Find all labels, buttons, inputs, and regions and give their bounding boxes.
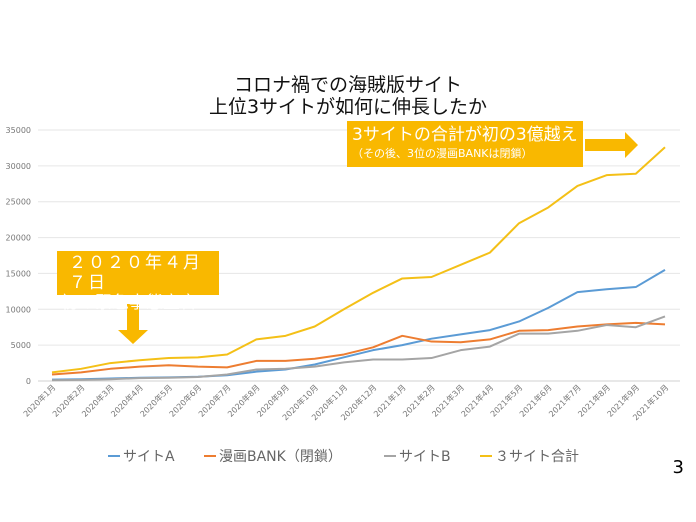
y-tick-label: 20000 (6, 234, 31, 243)
down-arrow-icon (118, 304, 148, 344)
series-line (51, 315, 666, 382)
right-arrow-icon (585, 132, 638, 158)
y-tick-label: 30000 (6, 162, 31, 171)
milestone-title: 3サイトの合計が初の3億越え (352, 125, 578, 145)
chart-title-line2: 上位3サイトが如何に伸長したか (208, 96, 488, 118)
page-number: 3 (672, 457, 684, 478)
emergency-date: ２０２０年４月７日 (69, 253, 202, 293)
legend-label: サイトA (123, 449, 175, 465)
emergency-annotation: ２０２０年４月７日 初の緊急事態宣言 (57, 251, 219, 313)
y-tick-label: 10000 (6, 305, 31, 314)
emergency-label: 初の緊急事態宣言 (61, 293, 197, 313)
series-line (51, 321, 666, 376)
legend-label: 漫画BANK（閉鎖） (219, 449, 342, 465)
y-tick-label: 35000 (6, 126, 31, 135)
legend-label: ３サイト合計 (495, 449, 579, 465)
y-tick-label: 0 (26, 377, 31, 386)
chart-title-line1: コロナ禍での海賊版サイト (233, 74, 462, 96)
legend-label: サイトB (399, 449, 451, 465)
milestone-note: （その後、3位の漫画BANKは閉鎖） (352, 147, 533, 160)
y-tick-label: 15000 (6, 269, 31, 278)
series-line (51, 146, 666, 374)
milestone-annotation: 3サイトの合計が初の3億越え （その後、3位の漫画BANKは閉鎖） (347, 121, 583, 167)
y-tick-label: 5000 (11, 341, 31, 350)
y-tick-label: 25000 (6, 198, 31, 207)
